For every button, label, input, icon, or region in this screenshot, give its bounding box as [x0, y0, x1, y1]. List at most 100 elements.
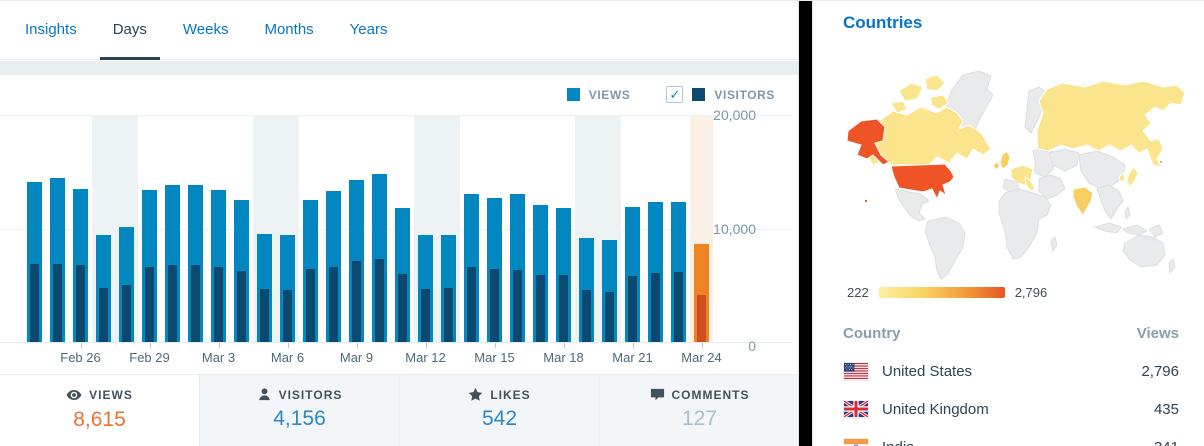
- countries-title: Countries: [843, 13, 923, 32]
- bar-group[interactable]: [257, 115, 272, 342]
- scale-min: 222: [847, 285, 869, 300]
- bar-group[interactable]: [73, 115, 88, 342]
- map-korea: [1118, 172, 1126, 184]
- summary-row: VIEWS 8,615 VISITORS 4,156 LIKES 542 COMMENTS 1…: [0, 374, 799, 446]
- visitors-bar: [237, 271, 246, 342]
- countries-panel: Countries: [813, 1, 1204, 446]
- bar-group[interactable]: [372, 115, 387, 342]
- eye-icon: [66, 387, 82, 403]
- x-axis-tick: [494, 343, 496, 348]
- bar-group[interactable]: [119, 115, 134, 342]
- map-island-dot: [1159, 160, 1163, 164]
- visitors-bar: [329, 267, 338, 342]
- map-new-guinea: [1148, 224, 1164, 238]
- bar-group[interactable]: [625, 115, 640, 342]
- bar-group[interactable]: [188, 115, 203, 342]
- visitors-checkbox[interactable]: ✓: [666, 86, 684, 103]
- bar-group[interactable]: [234, 115, 249, 342]
- gb-flag-icon: [843, 399, 869, 419]
- y-axis-label: 20,000: [713, 107, 756, 123]
- map-se-asia: [1096, 184, 1124, 220]
- summary-cell-comments[interactable]: COMMENTS 127: [599, 375, 799, 446]
- scale-max: 2,796: [1014, 285, 1048, 300]
- us-flag-icon: [843, 361, 869, 381]
- x-axis-tick: [80, 343, 82, 348]
- tab-months[interactable]: Months: [264, 20, 314, 38]
- bar-group[interactable]: [441, 115, 456, 342]
- bar-group[interactable]: [165, 115, 180, 342]
- country-name: United States: [882, 362, 973, 380]
- summary-cell-likes[interactable]: LIKES 542: [399, 375, 599, 446]
- x-axis-tick: [356, 343, 358, 348]
- map-ireland: [992, 161, 1001, 171]
- x-axis-label: Mar 9: [339, 350, 374, 365]
- x-axis-label: Mar 18: [543, 350, 584, 365]
- summary-value: 542: [481, 407, 518, 430]
- bar-group[interactable]: [510, 115, 525, 342]
- views-column-header: Views: [1136, 325, 1179, 342]
- map-mexico: [894, 188, 930, 222]
- person-icon: [257, 387, 272, 402]
- tab-insights[interactable]: Insights: [25, 20, 77, 38]
- visitors-swatch: [692, 88, 706, 101]
- y-axis-label: 0: [748, 338, 756, 354]
- bar-group[interactable]: [648, 115, 663, 342]
- summary-value: 8,615: [73, 408, 126, 431]
- visitors-bar: [76, 265, 85, 342]
- summary-cell-visitors[interactable]: VISITORS 4,156: [199, 375, 399, 446]
- bar-group[interactable]: [349, 115, 364, 342]
- chart-module: VIEWS ✓ VISITORS 20,000 10,000 0 Feb 26 Feb…: [0, 75, 799, 446]
- bar-group[interactable]: [211, 115, 226, 342]
- bar-group[interactable]: [280, 115, 295, 342]
- visitors-bar: [674, 272, 683, 342]
- bar-group[interactable]: [395, 115, 410, 342]
- bar-group[interactable]: [579, 115, 594, 342]
- tab-weeks[interactable]: Weeks: [182, 20, 229, 38]
- bar-group[interactable]: [27, 115, 42, 342]
- bar-group[interactable]: [487, 115, 502, 342]
- x-axis-label: Feb 29: [129, 350, 170, 365]
- bar-group[interactable]: [464, 115, 479, 342]
- legend-item-views: VIEWS: [566, 87, 631, 102]
- visitors-bar: [651, 273, 660, 342]
- summary-label-text: VIEWS: [89, 388, 133, 402]
- bar-group[interactable]: [96, 115, 111, 342]
- country-name: United Kingdom: [882, 400, 989, 418]
- bar-group[interactable]: [50, 115, 65, 342]
- countries-table: Country Views United States 2,796 United K…: [843, 321, 1179, 446]
- views-legend-label: VIEWS: [588, 87, 631, 102]
- map-arctic-islands: [924, 74, 946, 92]
- visitors-bar: [697, 295, 706, 342]
- chart-legend: VIEWS ✓ VISITORS: [566, 86, 775, 103]
- panel-divider: [798, 1, 813, 446]
- bar-group[interactable]: [556, 115, 571, 342]
- x-axis-label: Feb 26: [60, 350, 101, 365]
- visitors-bar: [536, 275, 545, 342]
- country-views: 2,796: [1141, 362, 1179, 380]
- summary-label-text: COMMENTS: [671, 387, 750, 402]
- visitors-bar: [283, 290, 292, 342]
- country-views: 341: [1154, 439, 1179, 446]
- bar-group[interactable]: [142, 115, 157, 342]
- views-swatch: [566, 88, 580, 101]
- map-india: [1072, 186, 1094, 216]
- x-axis-label: Mar 24: [681, 350, 722, 365]
- bar-group[interactable]: [418, 115, 433, 342]
- tab-days[interactable]: Days: [99, 1, 160, 60]
- map-russia: [1036, 80, 1186, 168]
- visitors-bar: [99, 288, 108, 342]
- bar-group[interactable]: [671, 115, 686, 342]
- summary-cell-views[interactable]: VIEWS 8,615: [0, 375, 199, 446]
- bar-group[interactable]: [326, 115, 341, 342]
- bar-group[interactable]: [303, 115, 318, 342]
- visitors-bar: [628, 276, 637, 342]
- map-central-asia: [1048, 148, 1080, 172]
- map-africa: [998, 188, 1052, 260]
- bar-group[interactable]: [694, 115, 709, 342]
- tab-years[interactable]: Years: [349, 20, 388, 38]
- bar-group[interactable]: [602, 115, 617, 342]
- star-icon: [468, 387, 483, 402]
- bar-group[interactable]: [533, 115, 548, 342]
- visitors-bar: [375, 259, 384, 342]
